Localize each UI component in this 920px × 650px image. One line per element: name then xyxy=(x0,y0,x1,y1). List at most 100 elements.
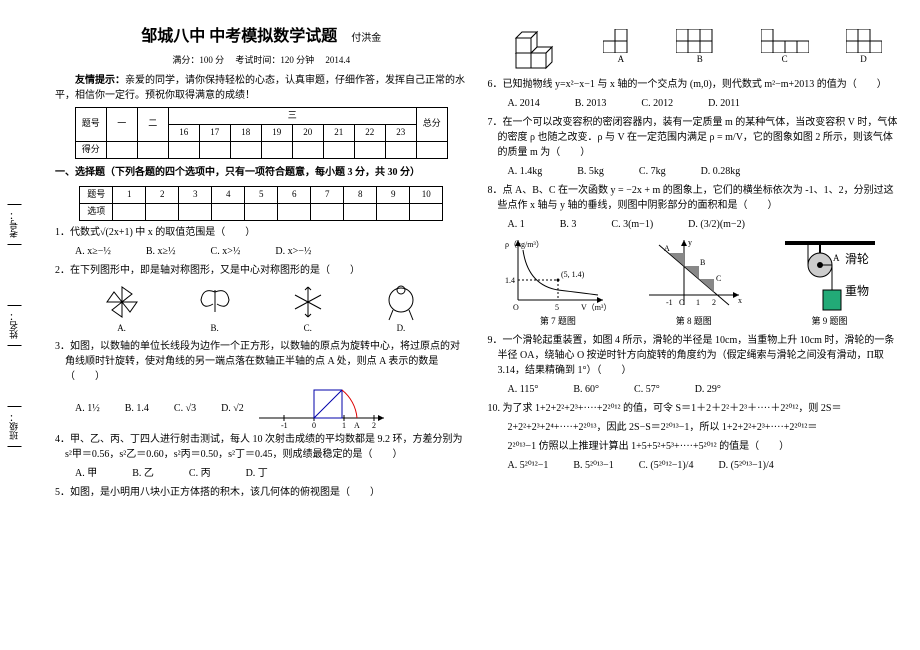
q1c: C. x>½ xyxy=(211,244,241,259)
xtick: 5 xyxy=(555,303,559,312)
mcq-ans: 选项 xyxy=(80,203,113,220)
q8a: A. 1 xyxy=(508,217,525,232)
cell xyxy=(416,141,447,158)
q7b: B. 5kg xyxy=(577,164,604,179)
n10: 10 xyxy=(410,186,443,203)
q7a: A. 1.4kg xyxy=(508,164,543,179)
title-text: 邹城八中 中考模拟数学试题 xyxy=(141,28,337,45)
ylabel: ρ（kg/m³） xyxy=(505,240,544,249)
q3: 3．如图，以数轴的单位长线段为边作一个正方形，以数轴的原点为旋转中心，将过原点的… xyxy=(65,339,468,384)
q10-l2: 2+2²+2³+2⁴+····+2²⁰¹³，因此 2S−S＝2²⁰¹³−1，所以… xyxy=(508,420,901,435)
point-label: (5, 1.4) xyxy=(561,270,585,279)
fig7: ρ（kg/m³） V（m³） O (5, 1.4) 1.4 5 第 7 题图 xyxy=(503,235,613,329)
exam-date: 2014.4 xyxy=(325,55,350,65)
mcq-hdr: 题号 xyxy=(80,186,113,203)
page-columns: 邹城八中 中考模拟数学试题 付洪金 满分：100 分 考试时间：120 分钟 2… xyxy=(20,20,900,630)
n8: 8 xyxy=(344,186,377,203)
grid-c-icon xyxy=(761,29,809,53)
cubes-3d-icon xyxy=(506,23,566,73)
q5la: A xyxy=(603,53,639,67)
a1 xyxy=(113,203,146,220)
q4: 4．甲、乙、丙、丁四人进行射击测试，每人 10 次射击成绩的平均数都是 9.2 … xyxy=(65,432,468,462)
q8-opts: A. 1 B. 3 C. 3(m−1) D. (3/2)(m−2) xyxy=(508,217,901,232)
exam-time: 考试时间：120 分钟 xyxy=(235,55,314,65)
cell xyxy=(292,141,323,158)
cell xyxy=(261,141,292,158)
svg-text:C: C xyxy=(716,274,721,283)
a7 xyxy=(311,203,344,220)
figure-icon xyxy=(381,282,421,322)
q10d: D. (5²⁰¹³−1)/4 xyxy=(718,458,773,473)
q5-views: A B C D xyxy=(488,23,901,73)
col-1: 一 xyxy=(106,107,137,141)
n6: 6 xyxy=(278,186,311,203)
q9b: B. 60° xyxy=(573,382,599,397)
shape-figure: D. xyxy=(381,282,421,336)
left-column: 邹城八中 中考模拟数学试题 付洪金 满分：100 分 考试时间：120 分钟 2… xyxy=(20,20,468,630)
q5: 5．如图，是小明用八块小正方体搭的积木，该几何体的俯视图是（ ） xyxy=(65,485,468,500)
n9: 9 xyxy=(377,186,410,203)
grid-d-icon xyxy=(846,29,882,53)
shape-butterfly: B. xyxy=(195,282,235,336)
view-b: B xyxy=(676,29,724,67)
q6a: A. 2014 xyxy=(508,96,540,111)
score-table: 题号 一 二 三 总分 16 17 18 19 20 21 22 23 得分 xyxy=(75,107,448,159)
q9-opts: A. 115° B. 60° C. 57° D. 29° xyxy=(508,382,901,397)
q1b: B. x≥½ xyxy=(146,244,176,259)
q4-opts: A. 甲 B. 乙 C. 丙 D. 丁 xyxy=(75,466,468,481)
q4d: D. 丁 xyxy=(246,466,268,481)
cell xyxy=(385,141,416,158)
xlabel: V（m³） xyxy=(581,303,611,312)
a6 xyxy=(278,203,311,220)
numberline-icon: -1 0 1 A 2 xyxy=(254,388,394,428)
svg-text:2: 2 xyxy=(712,298,716,307)
q8c: C. 3(m−1) xyxy=(611,217,653,232)
q8b: B. 3 xyxy=(560,217,577,232)
svg-text:B: B xyxy=(700,258,705,267)
q3-opts: A. 1½ B. 1.4 C. √3 D. √2 xyxy=(75,401,244,416)
a3 xyxy=(179,203,212,220)
q2ld: D. xyxy=(381,322,421,336)
a5 xyxy=(245,203,278,220)
n1: 1 xyxy=(113,186,146,203)
q9c: C. 57° xyxy=(634,382,660,397)
fig8: xy ABC -1O12 第 8 题图 xyxy=(644,235,744,329)
score-row-label: 题号 xyxy=(75,107,106,141)
c21: 21 xyxy=(323,124,354,141)
q1: 1．代数式√(2x+1) 中 x 的取值范围是（ ） xyxy=(65,225,468,240)
c22: 22 xyxy=(354,124,385,141)
q6-opts: A. 2014 B. 2013 C. 2012 D. 2011 xyxy=(508,96,901,111)
fig9: A 滑轮 重物 第 9 题图 xyxy=(775,235,885,329)
svg-text:A: A xyxy=(833,253,840,263)
q6: 6．已知抛物线 y=x²−x−1 与 x 轴的一个交点为 (m,0)，则代数式 … xyxy=(498,77,901,92)
view-d: D xyxy=(846,29,882,67)
cell xyxy=(137,141,168,158)
q2la: A. xyxy=(102,322,142,336)
linear-shaded-icon: xy ABC -1O12 xyxy=(644,235,744,315)
pulley-label: 滑轮 xyxy=(845,252,869,266)
a10 xyxy=(410,203,443,220)
q10-opts: A. 5²⁰¹²−1 B. 5²⁰¹³−1 C. (5²⁰¹²−1)/4 D. … xyxy=(508,458,901,473)
tip-label: 友情提示： xyxy=(75,75,125,86)
mcq-table: 题号 12345678910 选项 xyxy=(79,186,443,221)
c17: 17 xyxy=(199,124,230,141)
q3c: C. √3 xyxy=(174,401,196,416)
view-c: C xyxy=(761,29,809,67)
n7: 7 xyxy=(311,186,344,203)
q3b: B. 1.4 xyxy=(125,401,149,416)
n3: 3 xyxy=(179,186,212,203)
cell xyxy=(199,141,230,158)
q7: 7．在一个可以改变容积的密闭容器内，装有一定质量 m 的某种气体，当改变容积 V… xyxy=(498,115,901,160)
q7d: D. 0.28kg xyxy=(701,164,741,179)
view-a: A xyxy=(603,29,639,67)
col-3-group: 三 xyxy=(168,107,416,124)
q2lc: C. xyxy=(288,322,328,336)
ytick: 1.4 xyxy=(505,276,515,285)
fig8-cap: 第 8 题图 xyxy=(644,315,744,329)
shape-pinwheel: A. xyxy=(102,282,142,336)
exam-meta: 满分：100 分 考试时间：120 分钟 2014.4 xyxy=(55,54,468,68)
q6d: D. 2011 xyxy=(708,96,740,111)
grid-a-icon xyxy=(603,29,639,53)
q10a: A. 5²⁰¹²−1 xyxy=(508,458,549,473)
svg-text:A: A xyxy=(354,421,360,428)
